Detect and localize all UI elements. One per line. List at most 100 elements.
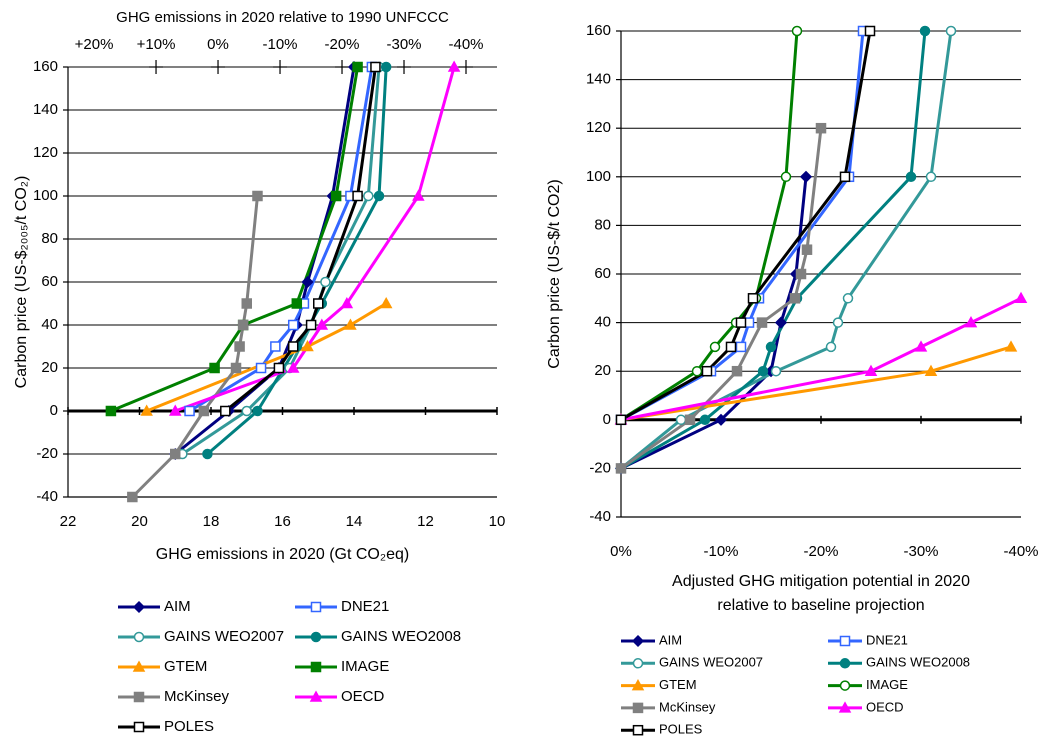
series-line <box>174 66 456 413</box>
x2-tick-label: +20% <box>75 36 114 53</box>
marker <box>795 268 807 280</box>
marker <box>684 414 696 426</box>
y-tick-label: 120 <box>586 119 611 136</box>
x2-axis-title: GHG emissions in 2020 relative to 1990 U… <box>116 9 449 26</box>
legend-label: DNE21 <box>866 632 908 647</box>
marker <box>839 171 851 183</box>
legend-label: GAINS WEO2007 <box>659 655 763 670</box>
y-tick-label: 60 <box>594 265 611 282</box>
marker <box>127 491 138 503</box>
marker <box>1014 291 1028 304</box>
marker <box>780 171 792 183</box>
legend-label: GAINS WEO2007 <box>164 628 284 645</box>
marker <box>313 298 324 309</box>
marker <box>774 316 788 329</box>
x-tick-label: -20% <box>803 543 838 560</box>
y-axis-title: Carbon price (US-$₂₀₀₅/t CO₂) <box>13 176 30 389</box>
marker <box>230 362 242 374</box>
legend-label: DNE21 <box>341 598 389 615</box>
marker <box>905 171 917 183</box>
marker <box>352 190 363 202</box>
marker <box>701 365 713 377</box>
marker <box>735 341 747 353</box>
marker <box>914 340 928 352</box>
marker <box>825 341 837 353</box>
legend: AIM DNE21 GAINS WEO2007 GAINS WEO2008 GTEM IM… <box>118 598 461 735</box>
legend-label: GAINS WEO2008 <box>341 628 461 645</box>
series-line <box>620 296 1022 422</box>
legend-marker <box>839 635 851 647</box>
y-tick-label: -20 <box>589 459 611 476</box>
y-tick-label: -40 <box>589 508 611 525</box>
marker <box>301 275 314 289</box>
legend-marker <box>631 634 645 648</box>
marker <box>237 319 249 331</box>
x-axis-title: relative to baseline projection <box>717 597 924 614</box>
marker <box>964 316 978 328</box>
marker <box>255 362 267 374</box>
y-tick-label: 100 <box>586 168 611 185</box>
marker <box>791 25 803 37</box>
marker <box>198 405 210 417</box>
y-tick-label: 40 <box>594 314 611 331</box>
marker <box>140 404 153 416</box>
marker <box>756 317 768 328</box>
marker <box>184 405 195 417</box>
marker <box>757 365 769 377</box>
x-tick-label: 18 <box>203 513 220 530</box>
marker <box>924 364 938 376</box>
x2-tick-label: +10% <box>137 36 176 53</box>
legend-label: McKinsey <box>164 688 230 705</box>
legend-label: POLES <box>659 722 703 737</box>
y-tick-label: 40 <box>41 316 58 333</box>
marker <box>370 61 381 73</box>
marker <box>714 413 728 426</box>
y-tick-label: 120 <box>33 144 58 161</box>
x-tick-label: -30% <box>903 543 938 560</box>
marker <box>919 25 931 37</box>
legend-label: GTEM <box>659 677 697 692</box>
marker <box>270 341 281 352</box>
y-tick-label: 0 <box>50 402 58 419</box>
marker <box>412 189 425 201</box>
marker <box>1004 340 1018 352</box>
series-line <box>620 30 953 470</box>
marker <box>220 405 231 417</box>
marker <box>735 317 747 328</box>
marker <box>864 25 876 37</box>
marker <box>675 414 687 426</box>
marker <box>340 296 354 309</box>
marker <box>252 405 263 417</box>
marker <box>615 463 627 474</box>
x-axis-title: Adjusted GHG mitigation potential in 202… <box>672 573 970 590</box>
legend-marker <box>839 658 851 669</box>
marker <box>615 414 627 426</box>
x-tick-label: 20 <box>131 513 148 530</box>
marker <box>770 365 782 377</box>
y-tick-label: 100 <box>33 187 58 204</box>
marker <box>352 61 363 73</box>
marker <box>305 319 317 331</box>
marker <box>241 405 252 417</box>
marker <box>709 341 721 353</box>
marker <box>170 448 181 460</box>
legend-label: GTEM <box>164 658 207 675</box>
legend-label: GAINS WEO2008 <box>866 655 970 670</box>
marker <box>799 170 813 183</box>
legend-label: POLES <box>164 718 214 735</box>
legend-label: AIM <box>164 598 191 615</box>
legend-marker <box>839 680 851 691</box>
legend-marker <box>310 631 322 643</box>
marker <box>286 361 300 373</box>
series-line <box>206 66 388 456</box>
marker <box>380 61 392 73</box>
legend-marker <box>133 691 145 703</box>
marker <box>291 298 303 309</box>
marker <box>765 341 777 353</box>
legend-label: AIM <box>659 632 682 647</box>
x-tick-label: -40% <box>1003 543 1038 560</box>
marker <box>842 293 854 304</box>
y-tick-label: 140 <box>586 71 611 88</box>
legend-marker <box>310 661 322 673</box>
